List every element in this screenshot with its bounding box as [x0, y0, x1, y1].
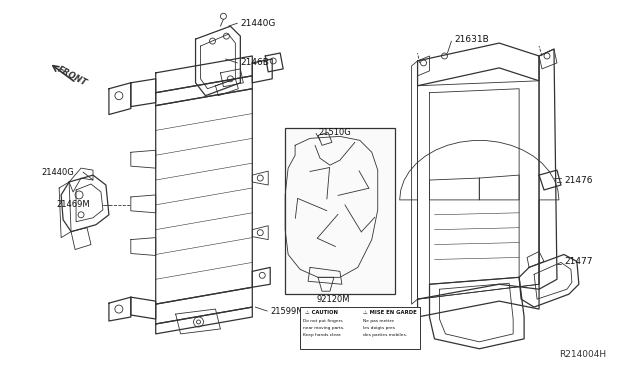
Text: 2146B: 2146B [241, 58, 269, 67]
Bar [285, 128, 395, 294]
Text: ⚠ CAUTION: ⚠ CAUTION [305, 310, 338, 315]
Text: 21510G: 21510G [318, 128, 351, 137]
Text: Do not put fingers: Do not put fingers [303, 319, 342, 323]
Text: 21477: 21477 [564, 257, 593, 266]
Text: FRONT: FRONT [56, 65, 89, 88]
Text: near moving parts.: near moving parts. [303, 326, 344, 330]
Text: Keep hands clear.: Keep hands clear. [303, 333, 342, 337]
Text: 21440G: 21440G [41, 168, 74, 177]
Bar [300, 307, 420, 349]
Text: 21631B: 21631B [454, 35, 489, 44]
Text: Ne pas mettre: Ne pas mettre [363, 319, 394, 323]
Text: 21476: 21476 [564, 176, 593, 185]
Text: R214004H: R214004H [559, 350, 606, 359]
Text: 21440G: 21440G [241, 19, 276, 28]
Text: ⚠ MISE EN GARDE: ⚠ MISE EN GARDE [363, 310, 417, 315]
Text: 21599N: 21599N [270, 307, 303, 315]
Text: des parties mobiles.: des parties mobiles. [363, 333, 407, 337]
Text: 21469M: 21469M [56, 201, 90, 209]
Text: 92120M: 92120M [316, 295, 349, 304]
Text: les doigts pres: les doigts pres [363, 326, 395, 330]
